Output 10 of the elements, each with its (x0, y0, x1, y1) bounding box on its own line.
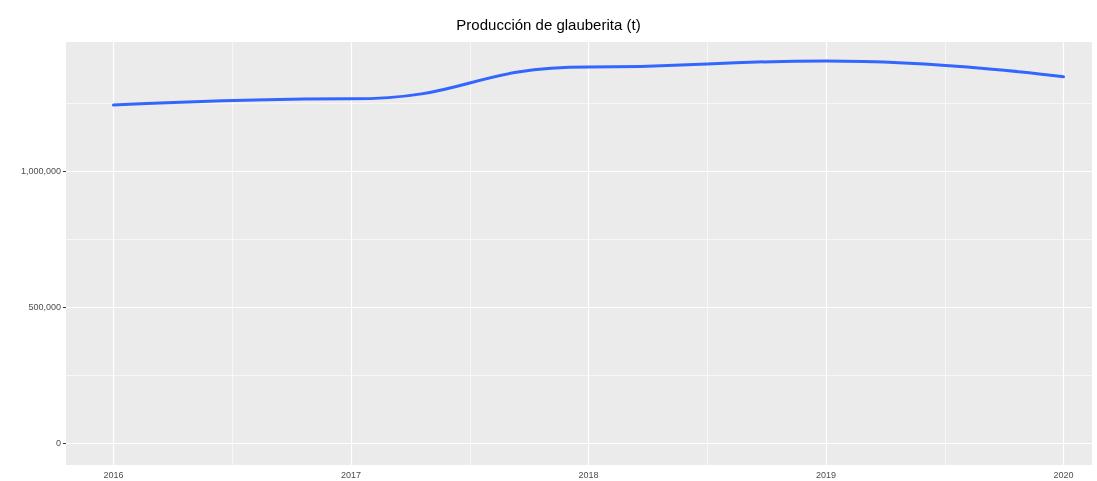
x-tick-label: 2019 (815, 469, 837, 480)
x-tick-label: 2016 (103, 469, 124, 480)
line-series (112, 59, 1065, 107)
y-tick-label: 0 (55, 437, 61, 448)
x-tick-label: 2017 (340, 469, 362, 480)
x-tick-label: 2020 (1053, 469, 1074, 480)
y-tick-label: 1,000,000 (20, 165, 61, 176)
chart-title: Producción de glauberita (t) (456, 16, 641, 33)
y-tick-label: 500,000 (28, 301, 61, 312)
x-tick-label: 2018 (578, 469, 599, 480)
